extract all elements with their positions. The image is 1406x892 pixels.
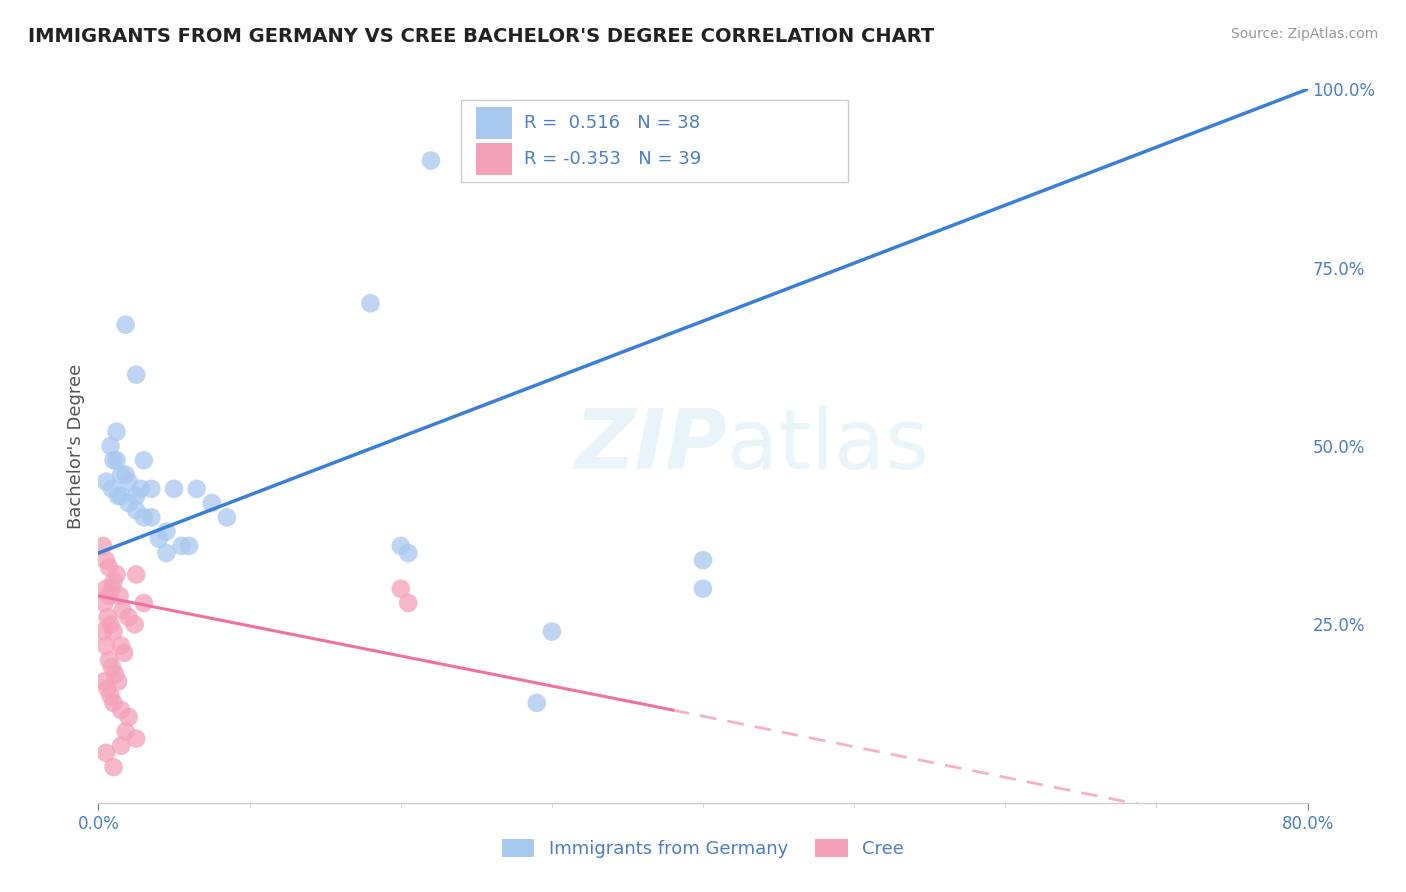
Point <box>396 596 419 610</box>
Point <box>118 610 141 624</box>
Point <box>124 617 146 632</box>
Text: ZIP: ZIP <box>575 406 727 486</box>
FancyBboxPatch shape <box>461 100 848 182</box>
Text: atlas: atlas <box>727 406 929 486</box>
Point <box>101 482 124 496</box>
Point <box>125 567 148 582</box>
Point <box>129 482 152 496</box>
Point <box>103 624 125 639</box>
Point <box>94 475 117 489</box>
Point <box>396 546 419 560</box>
Point <box>94 746 117 760</box>
Point <box>155 546 177 560</box>
Point <box>112 646 135 660</box>
Point <box>96 610 118 624</box>
Text: Source: ZipAtlas.com: Source: ZipAtlas.com <box>1230 27 1378 41</box>
Point <box>132 453 155 467</box>
Point <box>94 582 117 596</box>
Point <box>526 696 548 710</box>
Point <box>103 696 125 710</box>
Point <box>98 560 121 574</box>
Legend: Immigrants from Germany, Cree: Immigrants from Germany, Cree <box>502 838 904 858</box>
Point <box>101 582 124 596</box>
Point <box>179 539 201 553</box>
Point <box>114 467 136 482</box>
Point <box>105 453 128 467</box>
Point <box>98 653 121 667</box>
Point <box>111 603 134 617</box>
Point <box>103 453 125 467</box>
Point <box>114 318 136 332</box>
Point <box>96 681 118 696</box>
Point <box>389 582 412 596</box>
Point <box>107 674 129 689</box>
Text: R =  0.516   N = 38: R = 0.516 N = 38 <box>524 114 700 132</box>
Point <box>141 482 163 496</box>
Point <box>118 710 141 724</box>
FancyBboxPatch shape <box>475 143 512 175</box>
Point <box>91 624 114 639</box>
Point <box>103 574 125 589</box>
Point <box>110 639 132 653</box>
Point <box>100 617 122 632</box>
Text: R = -0.353   N = 39: R = -0.353 N = 39 <box>524 150 702 168</box>
Point <box>125 489 148 503</box>
Point <box>110 703 132 717</box>
Point <box>100 689 122 703</box>
Point <box>420 153 443 168</box>
Point <box>104 667 127 681</box>
Point <box>94 639 117 653</box>
Point <box>360 296 382 310</box>
Point <box>118 496 141 510</box>
Point <box>101 660 124 674</box>
Point <box>125 368 148 382</box>
Point <box>105 567 128 582</box>
Y-axis label: Bachelor's Degree: Bachelor's Degree <box>66 363 84 529</box>
Point <box>170 539 193 553</box>
Point <box>110 467 132 482</box>
Point <box>107 489 129 503</box>
FancyBboxPatch shape <box>475 107 512 139</box>
Point <box>93 674 115 689</box>
Point <box>141 510 163 524</box>
Point <box>148 532 170 546</box>
Point <box>215 510 238 524</box>
Point <box>94 553 117 567</box>
Point <box>118 475 141 489</box>
Point <box>132 596 155 610</box>
Point <box>110 489 132 503</box>
Point <box>692 553 714 567</box>
Point <box>132 510 155 524</box>
Point <box>125 503 148 517</box>
Point <box>155 524 177 539</box>
Point <box>692 582 714 596</box>
Point <box>103 760 125 774</box>
Point <box>110 739 132 753</box>
Point <box>389 539 412 553</box>
Point <box>91 539 114 553</box>
Point <box>105 425 128 439</box>
Point <box>163 482 186 496</box>
Point <box>93 596 115 610</box>
Text: IMMIGRANTS FROM GERMANY VS CREE BACHELOR'S DEGREE CORRELATION CHART: IMMIGRANTS FROM GERMANY VS CREE BACHELOR… <box>28 27 935 45</box>
Point <box>540 624 562 639</box>
Point <box>100 439 122 453</box>
Point <box>186 482 208 496</box>
Point <box>201 496 224 510</box>
Point <box>108 589 131 603</box>
Point <box>125 731 148 746</box>
Point <box>114 724 136 739</box>
Point <box>98 589 121 603</box>
